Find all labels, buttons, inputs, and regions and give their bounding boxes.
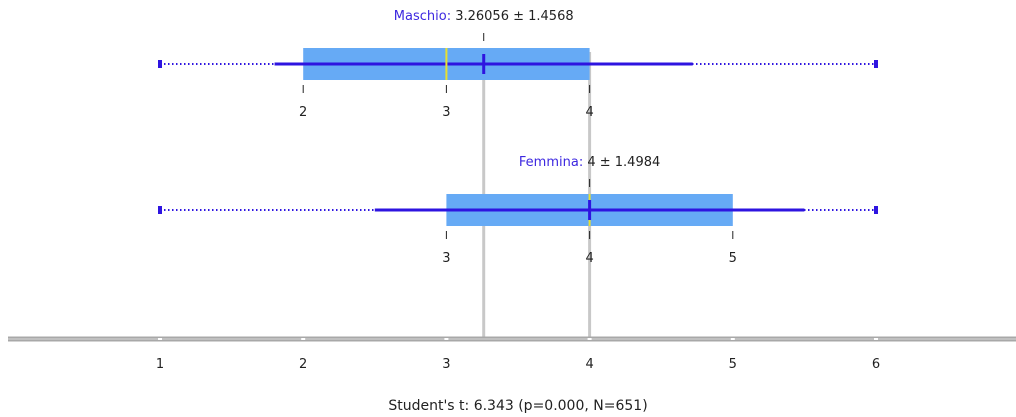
range-min-marker (158, 60, 162, 68)
x-axis: 1 2 3 4 5 6 (8, 338, 1016, 372)
axis-tick-label: 6 (872, 357, 880, 372)
quartile-label: 3 (442, 105, 450, 120)
quartile-label: 3 (442, 251, 450, 266)
axis-tick-mark (874, 338, 878, 340)
range-max-marker (874, 60, 878, 68)
group-name: Femmina: (519, 155, 583, 170)
group-femmina: Femmina: 4 ± 1.4984 3 4 5 (158, 155, 878, 266)
axis-tick-mark (444, 338, 448, 340)
quartile-label: 2 (299, 105, 307, 120)
group-value: 4 ± 1.4984 (583, 155, 660, 170)
quartile-label: 4 (585, 105, 593, 120)
range-min-marker (158, 206, 162, 214)
statistic-text: Student's t: 6.343 (p=0.000, N=651) (388, 398, 647, 414)
axis-tick-label: 5 (729, 357, 737, 372)
axis-tick-label: 4 (585, 357, 593, 372)
quartile-label: 4 (585, 251, 593, 266)
axis-tick-label: 3 (442, 357, 450, 372)
axis-tick-label: 1 (156, 357, 164, 372)
group-label: Maschio: 3.26056 ± 1.4568 (394, 9, 574, 24)
axis-tick-mark (588, 338, 592, 340)
range-max-marker (874, 206, 878, 214)
axis-tick-mark (731, 338, 735, 340)
axis-tick-label: 2 (299, 357, 307, 372)
group-name: Maschio: (394, 9, 451, 24)
quartile-label: 5 (729, 251, 737, 266)
group-label: Femmina: 4 ± 1.4984 (519, 155, 660, 170)
axis-tick-mark (301, 338, 305, 340)
axis-tick-mark (158, 338, 162, 340)
group-maschio: Maschio: 3.26056 ± 1.4568 2 3 4 (158, 9, 878, 120)
group-value: 3.26056 ± 1.4568 (451, 9, 574, 24)
